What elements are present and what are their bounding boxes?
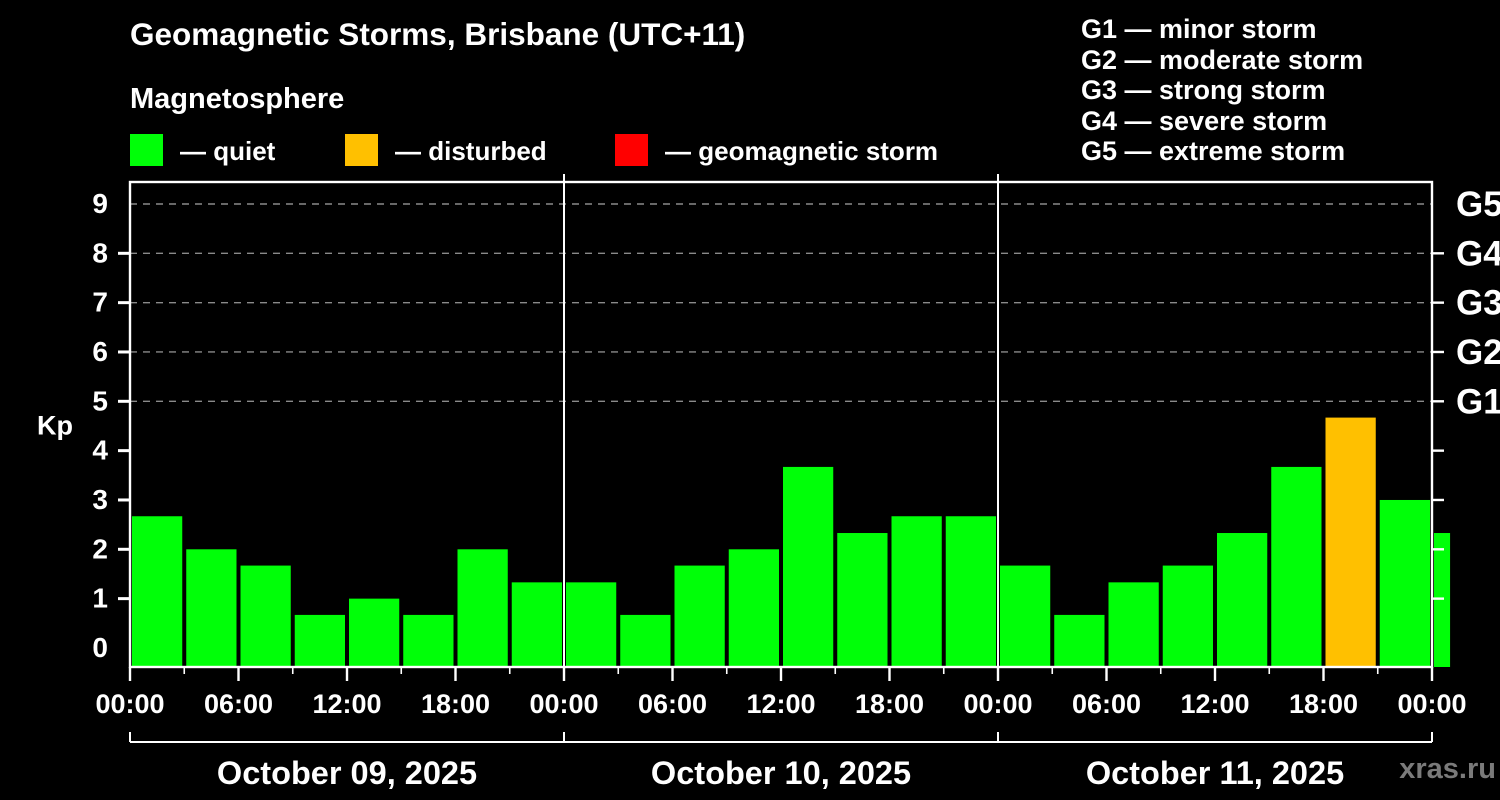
- svg-text:3: 3: [92, 484, 108, 515]
- svg-text:October 10, 2025: October 10, 2025: [651, 755, 911, 791]
- svg-text:Kp: Kp: [37, 411, 73, 441]
- svg-text:6: 6: [92, 336, 108, 367]
- svg-text:06:00: 06:00: [1072, 689, 1141, 719]
- svg-text:G4: G4: [1456, 234, 1500, 273]
- svg-text:G3: G3: [1456, 284, 1500, 323]
- svg-text:00:00: 00:00: [1397, 689, 1466, 719]
- svg-text:12:00: 12:00: [312, 689, 381, 719]
- svg-text:18:00: 18:00: [1289, 689, 1358, 719]
- svg-text:00:00: 00:00: [963, 689, 1032, 719]
- svg-text:12:00: 12:00: [746, 689, 815, 719]
- svg-text:1: 1: [92, 583, 108, 614]
- svg-text:12:00: 12:00: [1180, 689, 1249, 719]
- svg-text:06:00: 06:00: [204, 689, 273, 719]
- svg-text:00:00: 00:00: [529, 689, 598, 719]
- svg-text:G5: G5: [1456, 185, 1500, 224]
- svg-text:2: 2: [92, 533, 108, 564]
- svg-text:October 11, 2025: October 11, 2025: [1086, 755, 1344, 791]
- svg-text:G2: G2: [1456, 333, 1500, 372]
- svg-text:0: 0: [92, 632, 108, 663]
- svg-text:00:00: 00:00: [95, 689, 164, 719]
- svg-text:October 09, 2025: October 09, 2025: [217, 755, 477, 791]
- svg-text:7: 7: [92, 287, 108, 318]
- svg-text:G1: G1: [1456, 382, 1500, 421]
- svg-text:8: 8: [92, 237, 108, 268]
- svg-text:9: 9: [92, 188, 108, 219]
- svg-text:18:00: 18:00: [421, 689, 490, 719]
- svg-text:18:00: 18:00: [855, 689, 924, 719]
- svg-text:5: 5: [92, 385, 108, 416]
- svg-text:06:00: 06:00: [638, 689, 707, 719]
- svg-text:4: 4: [92, 435, 108, 466]
